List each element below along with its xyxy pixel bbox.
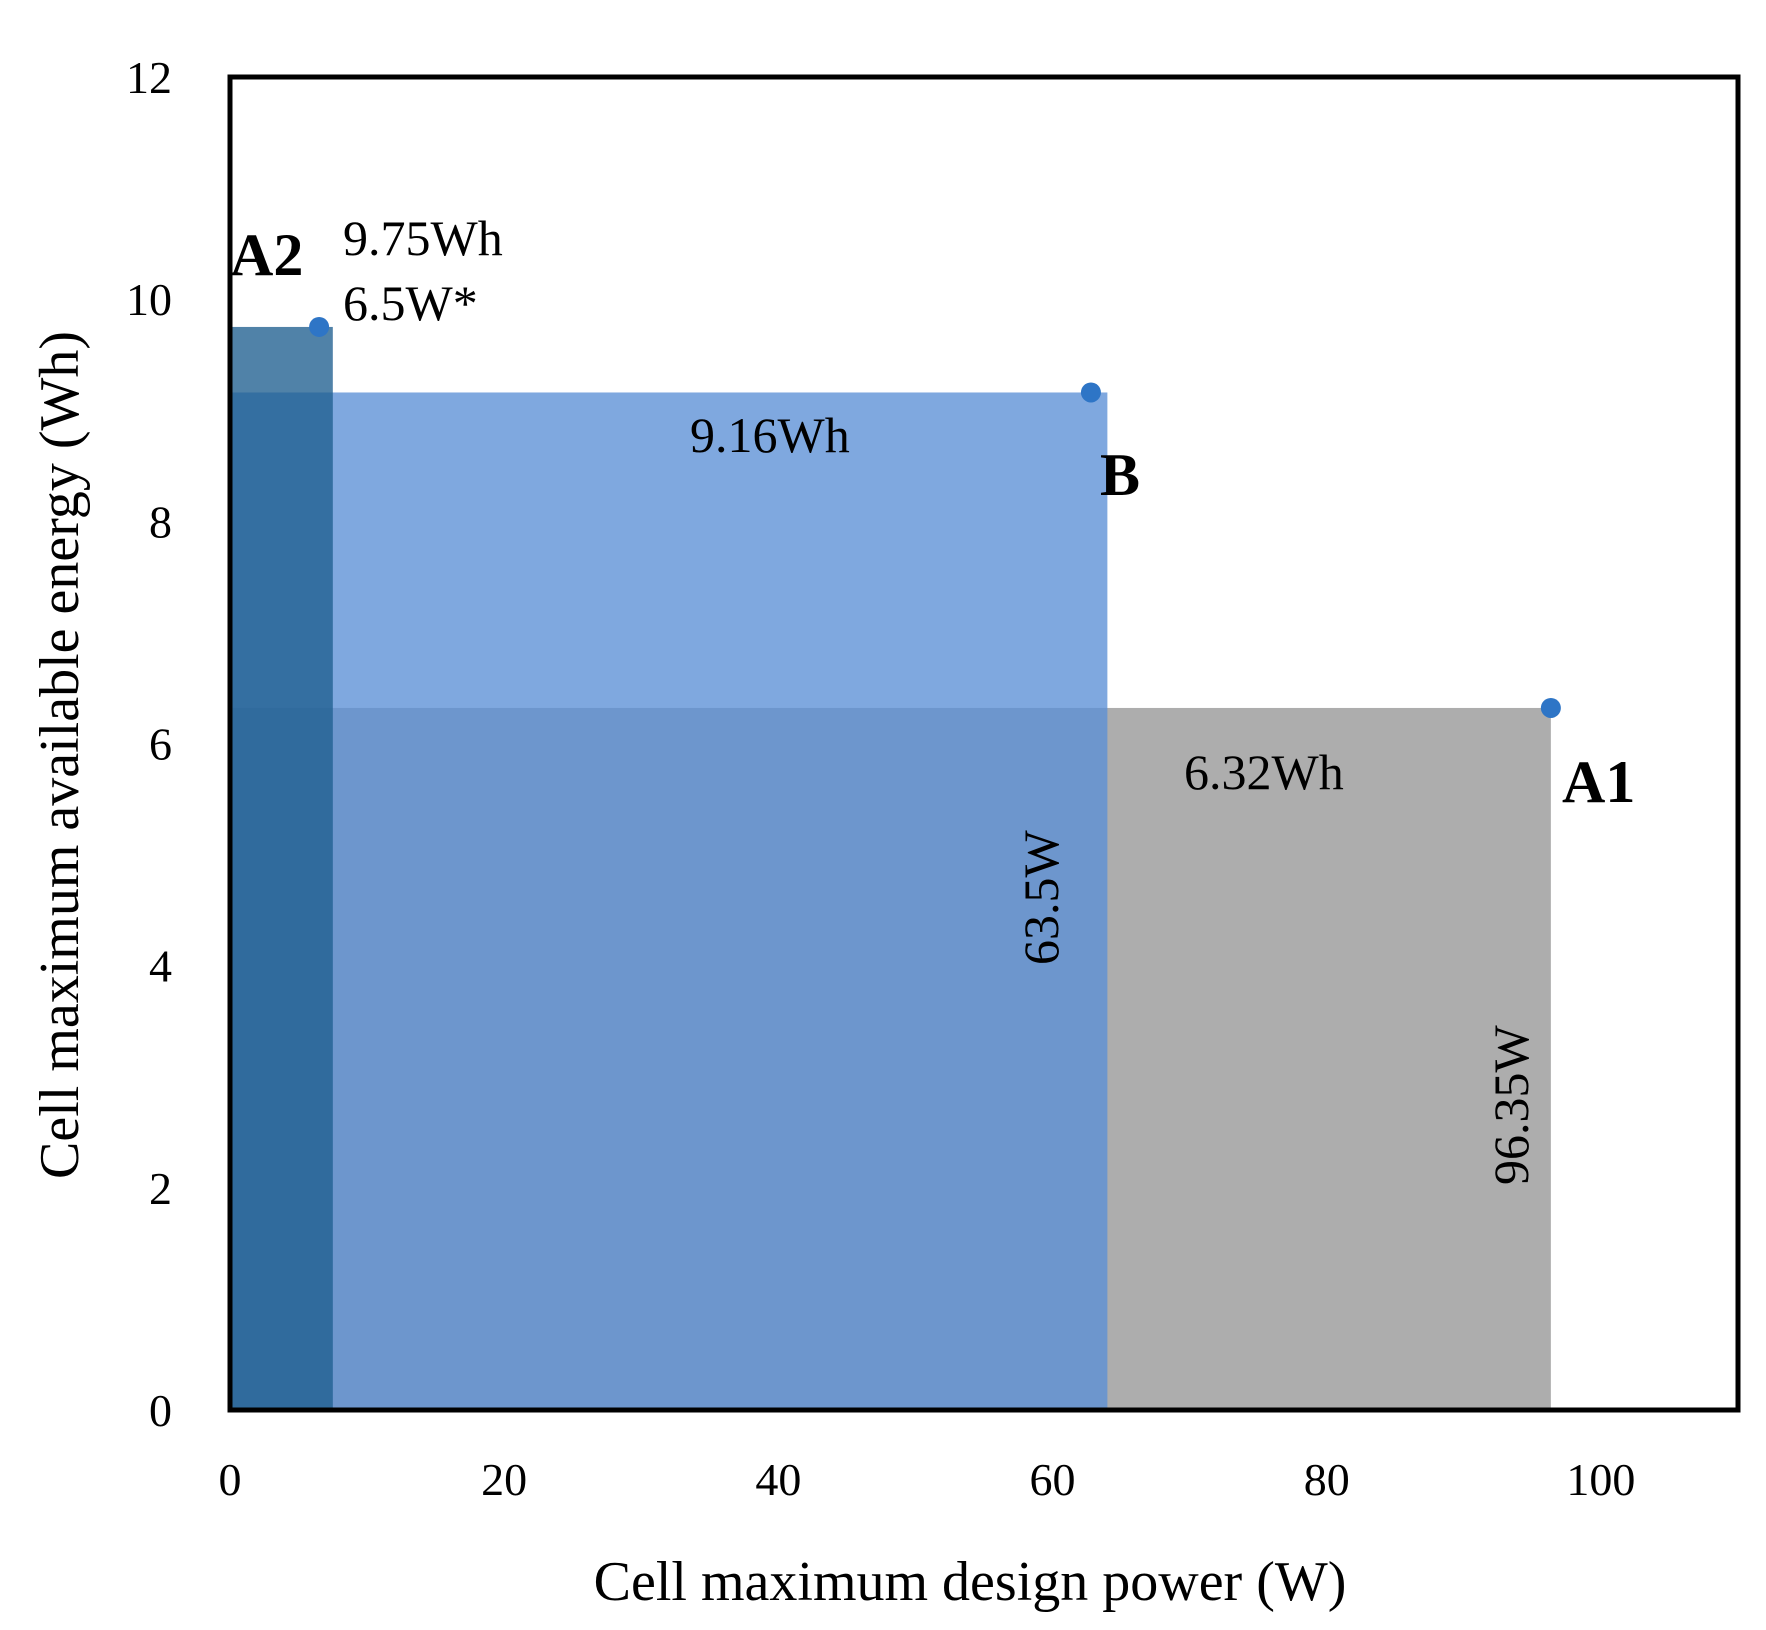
label-layer: A2 9.75Wh 6.5W* 9.16Wh B 63.5W 6.32Wh A1…	[29, 210, 1635, 1613]
y-tick-label: 10	[126, 274, 172, 325]
power-label-a2: 6.5W*	[343, 275, 478, 331]
energy-label-a1: 6.32Wh	[1184, 744, 1344, 800]
plot-border	[227, 74, 1741, 1413]
marker-a2	[309, 316, 330, 337]
x-axis-title: Cell maximum design power (W)	[594, 1551, 1347, 1613]
y-tick-label: 2	[149, 1163, 172, 1214]
marker-layer	[309, 316, 1561, 718]
x-tick-label: 100	[1566, 1454, 1635, 1505]
area-layer	[230, 326, 1551, 1410]
power-label-a1: 96.35W	[1483, 1025, 1539, 1186]
energy-label-b: 9.16Wh	[690, 407, 850, 463]
x-tick-label: 0	[219, 1454, 242, 1505]
y-axis-title: Cell maximum available energy (Wh)	[29, 331, 91, 1179]
tick-layer: 0 20 40 60 80 100 0 2 4 6 8 10 12	[126, 52, 1635, 1505]
energy-label-a2: 9.75Wh	[343, 210, 503, 266]
marker-a1	[1540, 697, 1561, 718]
plot-frame	[227, 74, 1741, 1413]
power-label-b: 63.5W	[1013, 830, 1069, 966]
area-b	[230, 392, 1108, 1410]
y-tick-label: 4	[149, 941, 172, 992]
x-tick-label: 20	[481, 1454, 527, 1505]
y-tick-label: 6	[149, 719, 172, 770]
marker-b	[1080, 382, 1101, 403]
x-tick-label: 40	[755, 1454, 801, 1505]
x-tick-label: 60	[1030, 1454, 1076, 1505]
point-label-a2: A2	[230, 222, 303, 288]
y-tick-label: 0	[149, 1385, 172, 1436]
x-tick-label: 80	[1304, 1454, 1350, 1505]
point-label-a1: A1	[1562, 749, 1635, 815]
area-a2	[230, 326, 333, 1410]
point-label-b: B	[1100, 442, 1140, 508]
y-tick-label: 12	[126, 52, 172, 103]
y-tick-label: 8	[149, 496, 172, 547]
